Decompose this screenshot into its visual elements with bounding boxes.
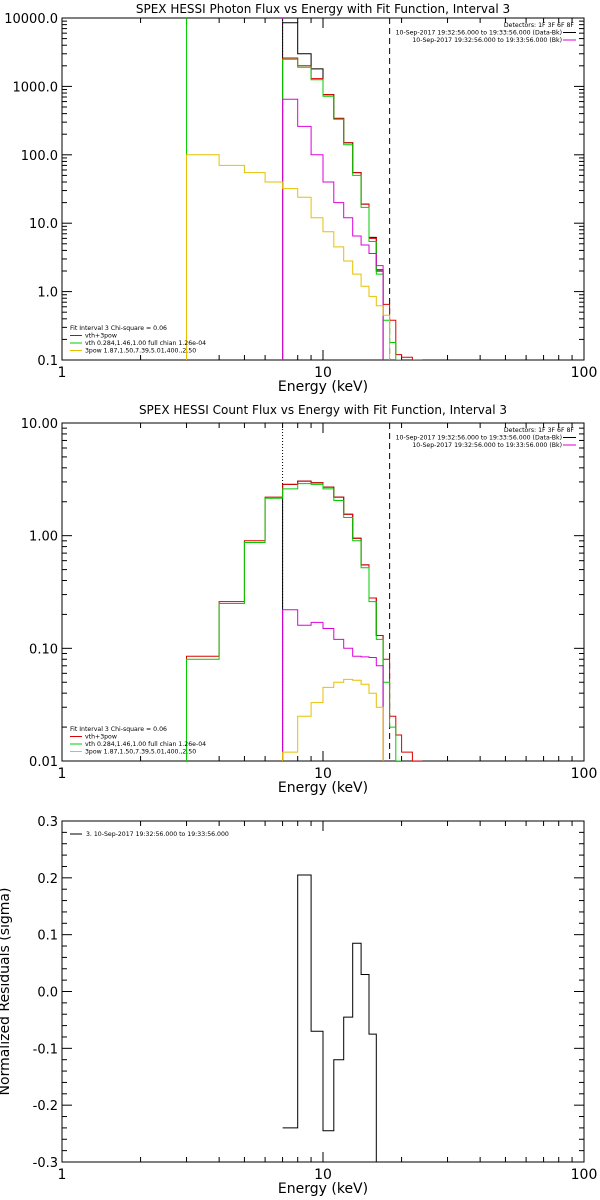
legend-entry: vth 0.284,1.46,1.00 full chian 1.26e-04 (85, 741, 206, 748)
legend-header: Fit Interval 3 Chi-square = 0.06 (70, 325, 167, 332)
chart-title: SPEX HESSI Photon Flux vs Energy with Fi… (136, 2, 510, 16)
x-tick-label: 10 (314, 1167, 332, 1183)
series-line-2 (282, 57, 423, 360)
legend-entry: 3pow 1.87,1.50,7.39,5.01,400.,2.50 (85, 348, 196, 355)
chart-panel-1: SPEX HESSI Photon Flux vs Energy with Fi… (4, 2, 597, 395)
y-tick-label: 0.1 (37, 354, 58, 369)
x-tick-label: 100 (571, 365, 598, 381)
chart-panel-2: SPEX HESSI Count Flux vs Energy with Fit… (21, 403, 598, 796)
y-tick-label: 1.0 (37, 286, 58, 301)
legend-entry: vth+3pow (85, 333, 117, 340)
chart-panel-3: 1 10 100 Energy (keV) -0.3 -0.2 -0.1 0.0 0.1 0.2 0… (0, 815, 597, 1197)
data-area (186, 18, 423, 360)
x-tick-label: 10 (314, 766, 332, 782)
series-line-3 (186, 483, 402, 761)
plot-frame (61, 422, 585, 762)
y-tick-label: 0.0 (37, 986, 58, 1001)
y-tick-label: -0.2 (33, 1099, 58, 1114)
series-line-5 (282, 678, 384, 761)
x-tick-label: 100 (571, 766, 598, 782)
x-axis-label: Energy (keV) (278, 379, 368, 395)
legend-header: Detectors: 1F 3F 6F 8F (504, 22, 575, 29)
chart-title: SPEX HESSI Count Flux vs Energy with Fit… (139, 403, 507, 417)
series-line-5 (186, 154, 391, 360)
y-tick-label: 10.00 (21, 417, 58, 432)
y-tick-label: 1000.0 (13, 80, 59, 95)
legend-header: Fit Interval 3 Chi-square = 0.06 (70, 726, 167, 733)
x-tick-label: 1 (58, 1167, 67, 1183)
y-tick-label: 10.0 (29, 217, 58, 232)
series-line-4 (282, 609, 384, 761)
y-tick-label: 0.3 (37, 815, 58, 830)
x-tick-label: 1 (58, 365, 67, 381)
y-tick-label: 0.10 (29, 642, 58, 657)
legend-entry: vth+3pow (85, 734, 117, 741)
series-line-4 (282, 98, 384, 360)
data-area (282, 874, 384, 1162)
series-line-1 (282, 874, 384, 1162)
series-line-2 (186, 480, 423, 761)
legend-entry: 3pow 1.87,1.50,7.39,5.01,400.,2.50 (85, 749, 196, 756)
x-tick-label: 10 (314, 365, 332, 381)
data-area (186, 423, 423, 761)
legend-entry: 10-Sep-2017 19:32:56.000 to 19:33:56.000… (412, 37, 562, 44)
y-tick-label: -0.1 (33, 1042, 58, 1057)
y-tick-label: 0.2 (37, 872, 58, 887)
legend-entry: 10-Sep-2017 19:32:56.000 to 19:33:56.000… (396, 435, 562, 442)
legend-header: Detectors: 1F 3F 6F 8F (504, 427, 575, 434)
x-tick-label: 1 (58, 766, 67, 782)
y-tick-label: 0.1 (37, 929, 58, 944)
y-tick-label: 1.00 (29, 530, 58, 545)
x-axis-label: Energy (keV) (278, 780, 368, 796)
x-tick-label: 100 (571, 1167, 598, 1183)
x-axis-label: Energy (keV) (278, 1181, 368, 1197)
y-tick-label: -0.3 (33, 1156, 58, 1171)
legend-entry: vth 0.284,1.46,1.00 full chian 1.26e-04 (85, 340, 206, 347)
y-tick-label: 10000.0 (4, 12, 58, 27)
y-tick-label: 100.0 (21, 149, 58, 164)
y-tick-label: 0.01 (29, 755, 58, 770)
legend-entry: 3. 10-Sep-2017 19:32:56.000 to 19:33:56.… (86, 831, 229, 838)
legend-entry: 10-Sep-2017 19:32:56.000 to 19:33:56.000… (396, 30, 562, 37)
y-axis-label: Normalized Residuals (sigma) (0, 888, 13, 1096)
series-line-3 (282, 58, 402, 360)
legend-entry: 10-Sep-2017 19:32:56.000 to 19:33:56.000… (412, 442, 562, 449)
